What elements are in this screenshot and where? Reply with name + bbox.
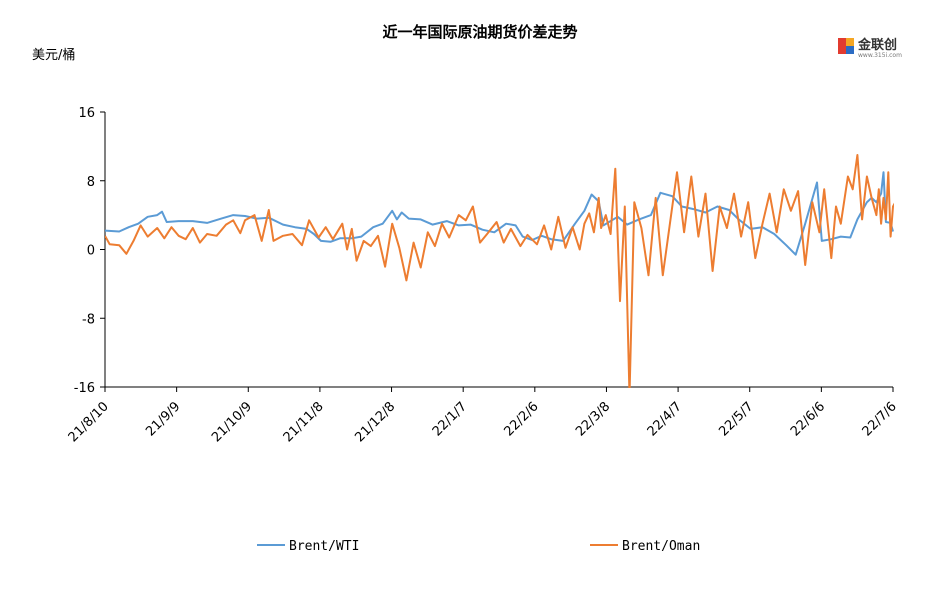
logo-mark-yellow — [846, 38, 854, 46]
series-layer — [105, 154, 894, 388]
legend-label: Brent/WTI — [289, 539, 359, 554]
x-tick-label: 21/9/9 — [143, 399, 183, 439]
logo-mark-blue — [846, 46, 854, 54]
legend-label: Brent/Oman — [622, 539, 700, 554]
y-tick-label: -16 — [74, 381, 95, 396]
x-tick-label: 22/4/7 — [645, 399, 685, 439]
x-tick-label: 22/1/7 — [430, 399, 470, 439]
y-tick-label: -8 — [82, 312, 95, 327]
y-tick-label: 8 — [87, 175, 95, 190]
y-tick-label: 16 — [78, 106, 95, 121]
logo-subtext: www.315i.com — [858, 52, 902, 59]
y-tick-label: 0 — [87, 244, 95, 259]
series-line-brent-wti — [105, 171, 894, 256]
x-tick-label: 22/5/7 — [716, 399, 756, 439]
y-axis-unit: 美元/桶 — [32, 48, 75, 63]
x-tick-label: 22/3/8 — [573, 399, 613, 439]
x-tick-label: 22/2/6 — [501, 399, 541, 439]
logo-text: 金联创 — [857, 37, 897, 53]
logo: 金联创 www.315i.com — [838, 37, 902, 59]
x-tick-label: 21/11/8 — [281, 399, 327, 445]
series-line-brent-oman — [105, 154, 894, 388]
chart-title: 近一年国际原油期货价差走势 — [382, 23, 577, 41]
logo-mark-red — [838, 38, 846, 54]
x-tick-label: 21/12/8 — [352, 399, 398, 445]
x-tick-label: 22/7/6 — [860, 399, 900, 439]
x-tick-label: 21/8/10 — [66, 399, 112, 445]
legend: Brent/WTI Brent/Oman — [257, 539, 700, 554]
axes: 16 8 0 -8 -16 21/8/10 21/9/9 21/10/9 21/11/8 21/1… — [66, 106, 900, 445]
x-tick-label: 21/10/9 — [209, 399, 255, 445]
x-tick-label: 22/6/6 — [788, 399, 828, 439]
